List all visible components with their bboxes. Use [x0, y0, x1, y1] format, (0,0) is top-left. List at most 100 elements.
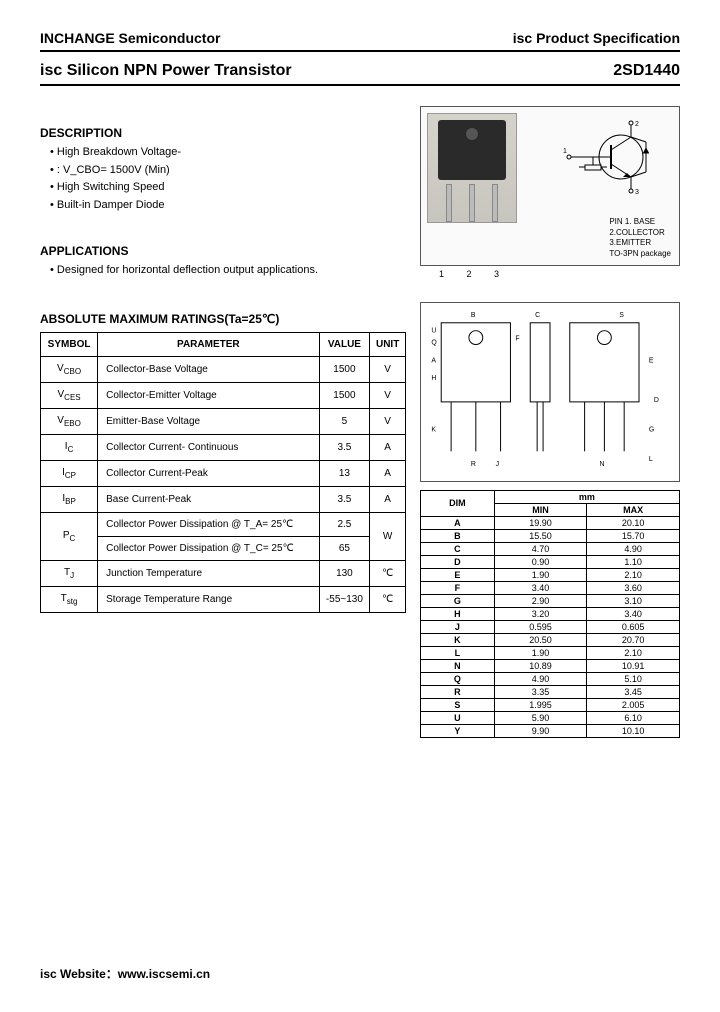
table-cell: 15.50 [494, 529, 587, 542]
table-cell: 5 [319, 408, 370, 434]
table-cell: IBP [41, 486, 98, 512]
unit-col: mm [494, 490, 679, 503]
table-cell: 1500 [319, 356, 370, 382]
svg-text:G: G [649, 427, 654, 434]
table-cell: 3.35 [494, 685, 587, 698]
table-cell: A [370, 460, 406, 486]
table-cell: 1500 [319, 382, 370, 408]
table-cell: 1.90 [494, 646, 587, 659]
table-cell: Collector Current- Continuous [98, 434, 319, 460]
pin-num: 2 [466, 269, 471, 279]
description-heading: DESCRIPTION [40, 126, 406, 140]
table-cell: W [370, 512, 406, 560]
table-cell: A [421, 516, 495, 529]
table-cell: Emitter-Base Voltage [98, 408, 319, 434]
table-cell: V [370, 356, 406, 382]
table-cell: ℃ [370, 560, 406, 586]
table-cell: VCBO [41, 356, 98, 382]
svg-text:S: S [619, 312, 624, 319]
table-cell: 20.70 [587, 633, 680, 646]
table-cell: J [421, 620, 495, 633]
table-cell: 3.40 [587, 607, 680, 620]
table-cell: E [421, 568, 495, 581]
table-cell: H [421, 607, 495, 620]
legend-item: TO-3PN package [609, 249, 671, 259]
table-cell: 20.50 [494, 633, 587, 646]
table-cell: V [370, 408, 406, 434]
col-value: VALUE [319, 332, 370, 356]
divider [40, 50, 680, 52]
col-unit: UNIT [370, 332, 406, 356]
table-cell: 9.90 [494, 724, 587, 737]
table-cell: R [421, 685, 495, 698]
svg-text:L: L [649, 456, 653, 463]
table-cell: 3.5 [319, 486, 370, 512]
table-cell: 4.70 [494, 542, 587, 555]
table-cell: Collector-Emitter Voltage [98, 382, 319, 408]
table-cell: 4.90 [587, 542, 680, 555]
table-cell: 130 [319, 560, 370, 586]
table-cell: 3.40 [494, 581, 587, 594]
table-cell: 19.90 [494, 516, 587, 529]
svg-text:U: U [431, 328, 436, 335]
table-cell: 3.45 [587, 685, 680, 698]
table-cell: C [421, 542, 495, 555]
table-cell: 10.89 [494, 659, 587, 672]
table-cell: 2.90 [494, 594, 587, 607]
svg-text:B: B [471, 312, 476, 319]
part-number: 2SD1440 [613, 62, 680, 80]
pin-numbers: 1 2 3 [439, 269, 499, 279]
legend-item: PIN 1. BASE [609, 217, 671, 227]
svg-text:J: J [496, 461, 499, 468]
table-cell: 5.90 [494, 711, 587, 724]
company-name: INCHANGE Semiconductor [40, 30, 220, 46]
table-cell: ℃ [370, 586, 406, 612]
table-cell: 2.10 [587, 646, 680, 659]
svg-text:A: A [431, 357, 436, 364]
svg-text:H: H [431, 375, 436, 382]
svg-text:E: E [649, 357, 654, 364]
table-cell: D [421, 555, 495, 568]
table-cell: A [370, 434, 406, 460]
dim-col: DIM [421, 490, 495, 516]
applications-list: Designed for horizontal deflection outpu… [40, 262, 406, 280]
desc-item: : V_CBO= 1500V (Min) [50, 162, 406, 180]
table-cell: G [421, 594, 495, 607]
description-list: High Breakdown Voltage- : V_CBO= 1500V (… [40, 144, 406, 214]
table-cell: A [370, 486, 406, 512]
table-cell: -55~130 [319, 586, 370, 612]
table-cell: 4.90 [494, 672, 587, 685]
table-cell: S [421, 698, 495, 711]
table-cell: TJ [41, 560, 98, 586]
table-cell: Junction Temperature [98, 560, 319, 586]
table-cell: 10.91 [587, 659, 680, 672]
dimensions-table: DIM mm MIN MAX A 19.90 20.10B 15.50 15.7… [420, 490, 680, 738]
table-cell: U [421, 711, 495, 724]
table-cell: 5.10 [587, 672, 680, 685]
desc-item: Built-in Damper Diode [50, 197, 406, 215]
table-cell: Storage Temperature Range [98, 586, 319, 612]
table-cell: F [421, 581, 495, 594]
table-cell: 2.5 [319, 512, 370, 536]
table-cell: 20.10 [587, 516, 680, 529]
table-cell: 0.595 [494, 620, 587, 633]
min-col: MIN [494, 503, 587, 516]
svg-text:F: F [515, 336, 519, 343]
mechanical-drawing: BCS AUQ HK F EGL RJ ND [420, 302, 680, 482]
table-cell: Y [421, 724, 495, 737]
desc-item: High Switching Speed [50, 179, 406, 197]
package-photo [427, 113, 517, 223]
table-cell: 1.10 [587, 555, 680, 568]
max-col: MAX [587, 503, 680, 516]
table-cell: B [421, 529, 495, 542]
product-title: isc Silicon NPN Power Transistor [40, 62, 292, 80]
table-cell: 6.10 [587, 711, 680, 724]
table-cell: 2.10 [587, 568, 680, 581]
table-cell: 1.995 [494, 698, 587, 711]
table-cell: V [370, 382, 406, 408]
svg-text:N: N [599, 461, 604, 468]
app-item: Designed for horizontal deflection outpu… [50, 262, 406, 280]
pin-num: 1 [439, 269, 444, 279]
table-cell: Collector Power Dissipation @ T_A= 25℃ [98, 512, 319, 536]
table-cell: IC [41, 434, 98, 460]
